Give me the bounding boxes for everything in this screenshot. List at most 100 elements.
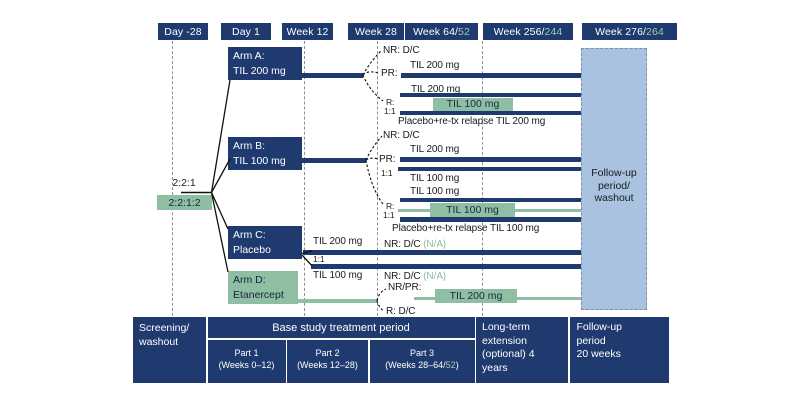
dose-box-text: TIL 100 mg [446,203,499,216]
time-rule-week-28 [377,41,378,316]
timeline-label: Week 28 [355,25,397,38]
arm-c-line2-nr-label: NR: D/C (N/A) [384,271,446,282]
time-rule-week-12 [304,41,305,316]
part3-weeks-end: ) [455,360,459,370]
lte-line4: years [482,361,508,374]
timeline-label: Week 12 [286,25,329,38]
arm-b-pr-drug2-label: TIL 100 mg [410,173,460,184]
na-text: (N/A) [423,239,447,250]
followup-bar-text: period/ [597,179,631,192]
randomization-ratio-221: 2:2:1 [172,177,196,189]
randomization-ratio-2212: 2:2:1:2 [157,195,212,210]
arm-b-main-line [302,158,366,163]
table-cell-followup-period: Follow-up period 20 weeks [569,317,669,383]
arm-b-r-label: R: [386,201,395,211]
arm-d-switch-dose-box: TIL 200 mg [435,289,517,303]
timeline-label-alt: 52 [458,25,470,38]
timeline-week-64-52: Week 64/52 [405,23,478,40]
screening-line2: washout [139,336,179,348]
arm-b-pr-line-1 [400,157,581,162]
screening-line1: Screening/ [139,322,190,334]
arm-a-main-line [302,73,363,78]
arm-d-fan-r [376,300,385,312]
arm-a-title: Arm A: [233,50,265,62]
arm-c-line-2 [311,264,581,269]
arm-b-switch-dose-box: TIL 100 mg [430,203,515,217]
timeline-day-minus-28: Day -28 [158,23,208,40]
arm-a-pr-line [401,73,581,78]
arm-a-r-ratio: 1:1 [384,106,396,116]
ratio-text: 2:2:1:2 [168,196,201,209]
part3-title: Part 3 [409,347,434,358]
arm-b-title: Arm B: [233,140,266,152]
table-cell-base-study-header: Base study treatment period [207,317,475,338]
arm-c-line-1 [303,250,581,255]
arm-b-box: Arm B: TIL 100 mg [228,137,302,170]
arm-b-pr-label: PR: [379,154,396,165]
arm-c-line1-drug-label: TIL 200 mg [313,236,363,247]
lte-line1: Long-term [482,321,530,333]
time-rule-week-64-52 [482,41,483,316]
arm-b-r-ratio: 1:1 [383,210,395,220]
arm-d-title: Arm D: [233,274,266,286]
arm-b-pr-ratio: 1:1 [381,168,393,178]
timeline-week-256-244: Week 256/244 [483,23,573,40]
arm-c-drug: Placebo [233,244,271,256]
arm-d-main-line [297,299,377,303]
fu-line1: Follow-up [576,321,623,333]
arm-a-fan-nr [362,50,382,76]
arm-b-nr-label: NR: D/C [383,130,420,141]
nr-text: NR: D/C [384,239,424,250]
arm-b-pr-drug1-label: TIL 200 mg [410,144,460,155]
timeline-label: Week 256/ [493,25,545,38]
arm-c-title: Arm C: [233,229,266,241]
arm-b-r-placebo-line [400,217,581,222]
timeline-week-28: Week 28 [348,23,404,40]
arm-d-fan-nrpr [376,288,387,301]
timeline-label: Week 64/ [413,25,459,38]
timeline-day-1: Day 1 [221,23,271,40]
study-period-table: Screening/ washout Base study treatment … [133,317,669,383]
arm-c-ratio: 1:1 [313,254,325,264]
arm-b-placebo-retx-label: Placebo+re-tx relapse TIL 100 mg [392,223,540,234]
timeline-week-276-264: Week 276/264 [582,23,677,40]
na-text: (N/A) [423,271,447,282]
arm-a-r-placebo-line [400,110,581,115]
arm-b-drug: TIL 100 mg [233,155,286,167]
table-cell-part3: Part 3 (Weeks 28–64/52) [369,339,475,383]
lte-line3: (optional) 4 [482,348,535,360]
part3-weeks-alt: 52 [445,360,456,370]
fu-line2: period [576,334,606,347]
table-cell-long-term-extension: Long-term extension (optional) 4 years [476,317,568,383]
arm-a-r-continue-line [400,92,581,97]
timeline-label: Week 276/ [595,25,647,38]
arm-b-r-continue-label: TIL 100 mg [410,186,460,197]
branch-to-arm-c [210,192,229,230]
timeline-week-12: Week 12 [282,23,333,40]
part1-title: Part 1 [234,347,259,358]
part2-weeks: (Weeks 12–28) [297,360,358,370]
arm-a-box: Arm A: TIL 200 mg [228,47,302,80]
part2-title: Part 2 [315,347,340,358]
timeline-label-alt: 264 [646,25,664,38]
arm-d-nrpr-label: NR/PR: [388,282,422,293]
arm-d-box: Arm D: Etanercept [228,271,298,304]
followup-bar-text: washout [594,192,634,205]
arm-d-drug: Etanercept [233,289,284,301]
arm-a-nr-label: NR: D/C [383,45,420,56]
followup-washout-bar: Follow-up period/ washout [581,48,647,310]
arm-d-r-dc-label: R: D/C [386,306,416,317]
arm-a-r-continue-label: TIL 200 mg [411,84,461,95]
timeline-label: Day -28 [164,25,202,38]
fu-line3: 20 weeks [576,348,621,360]
arm-a-pr-label: PR: [381,68,398,79]
arm-a-fan-r [362,74,384,102]
followup-bar-text: Follow-up [591,167,637,180]
arm-c-line2-drug-label: TIL 100 mg [313,270,363,281]
part3-weeks: (Weeks 28–64/52) [370,359,475,372]
branch-to-arm-d [210,192,229,273]
arm-a-r-label: R: [386,97,395,107]
time-rule-day-minus-28 [172,41,173,316]
base-header-text: Base study treatment period [272,321,410,334]
